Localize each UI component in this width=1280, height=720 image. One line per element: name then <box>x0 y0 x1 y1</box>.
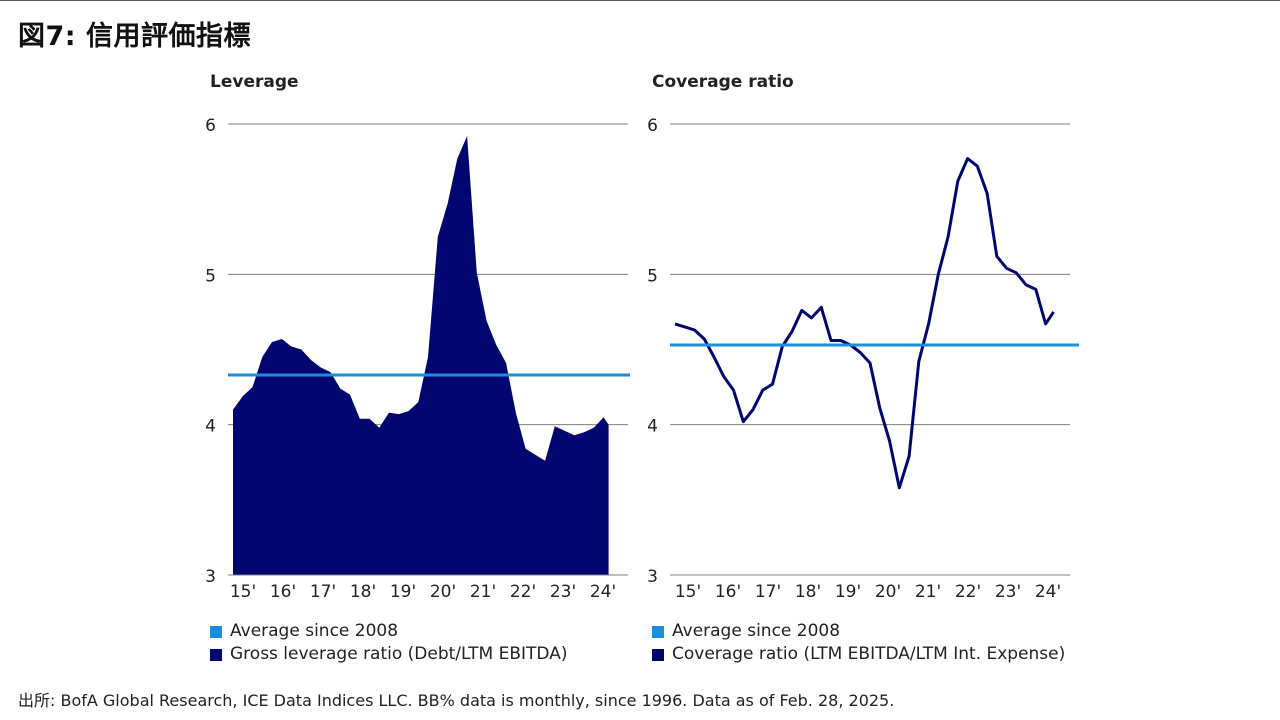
leverage-chart-title: Leverage <box>210 72 299 92</box>
leverage-x-tick-label: 19' <box>390 582 416 602</box>
leverage-x-tick-label: 20' <box>430 582 456 602</box>
legend-item-gross-leverage: Gross leverage ratio (Debt/LTM EBITDA) <box>210 643 567 666</box>
leverage-x-tick-label: 23' <box>550 582 576 602</box>
coverage-y-tick-label: 5 <box>647 266 658 286</box>
leverage-y-tick-label: 6 <box>205 116 216 136</box>
leverage-x-tick-label: 24' <box>590 582 616 602</box>
legend-label-gross-leverage: Gross leverage ratio (Debt/LTM EBITDA) <box>230 644 568 664</box>
coverage-y-tick-label: 4 <box>647 417 658 437</box>
leverage-x-tick-label: 17' <box>310 582 336 602</box>
leverage-y-tick-label: 4 <box>205 417 216 437</box>
leverage-y-tick-label: 5 <box>205 266 216 286</box>
leverage-x-tick-label: 15' <box>230 582 256 602</box>
legend-label-coverage: Coverage ratio (LTM EBITDA/LTM Int. Expe… <box>672 644 1066 664</box>
coverage-x-tick-label: 21' <box>915 582 941 602</box>
legend-item-coverage: Coverage ratio (LTM EBITDA/LTM Int. Expe… <box>652 643 1065 666</box>
coverage-x-tick-label: 15' <box>675 582 701 602</box>
coverage-x-tick-label: 22' <box>955 582 981 602</box>
legend-item-average: Average since 2008 <box>652 620 1065 643</box>
coverage-y-tick-label: 3 <box>647 567 658 587</box>
coverage-x-tick-label: 19' <box>835 582 861 602</box>
coverage-x-tick-label: 24' <box>1035 582 1061 602</box>
coverage-legend: Average since 2008 Coverage ratio (LTM E… <box>652 620 1065 666</box>
leverage-legend: Average since 2008 Gross leverage ratio … <box>210 620 567 666</box>
leverage-x-tick-label: 16' <box>270 582 296 602</box>
coverage-chart-title: Coverage ratio <box>652 72 794 92</box>
legend-swatch-gross-leverage <box>210 648 222 661</box>
legend-swatch-average <box>210 625 222 638</box>
leverage-x-tick-label: 21' <box>470 582 496 602</box>
legend-item-average: Average since 2008 <box>210 620 567 643</box>
legend-label-average: Average since 2008 <box>230 621 399 641</box>
coverage-line-series <box>674 157 1055 490</box>
leverage-x-tick-label: 18' <box>350 582 376 602</box>
coverage-x-tick-label: 18' <box>795 582 821 602</box>
legend-swatch-average <box>652 625 664 638</box>
coverage-x-tick-label: 16' <box>715 582 741 602</box>
coverage-y-tick-label: 6 <box>647 116 658 136</box>
coverage-x-tick-label: 17' <box>755 582 781 602</box>
source-note: 出所: BofA Global Research, ICE Data Indic… <box>18 691 895 710</box>
top-border-line <box>0 0 1280 1</box>
coverage-x-tick-label: 23' <box>995 582 1021 602</box>
leverage-x-tick-label: 22' <box>510 582 536 602</box>
page-title: 図7: 信用評価指標 <box>18 21 251 52</box>
legend-label-average: Average since 2008 <box>672 621 841 641</box>
leverage-area-series <box>233 136 609 575</box>
legend-swatch-coverage <box>652 648 664 661</box>
leverage-y-tick-label: 3 <box>205 567 216 587</box>
coverage-x-tick-label: 20' <box>875 582 901 602</box>
